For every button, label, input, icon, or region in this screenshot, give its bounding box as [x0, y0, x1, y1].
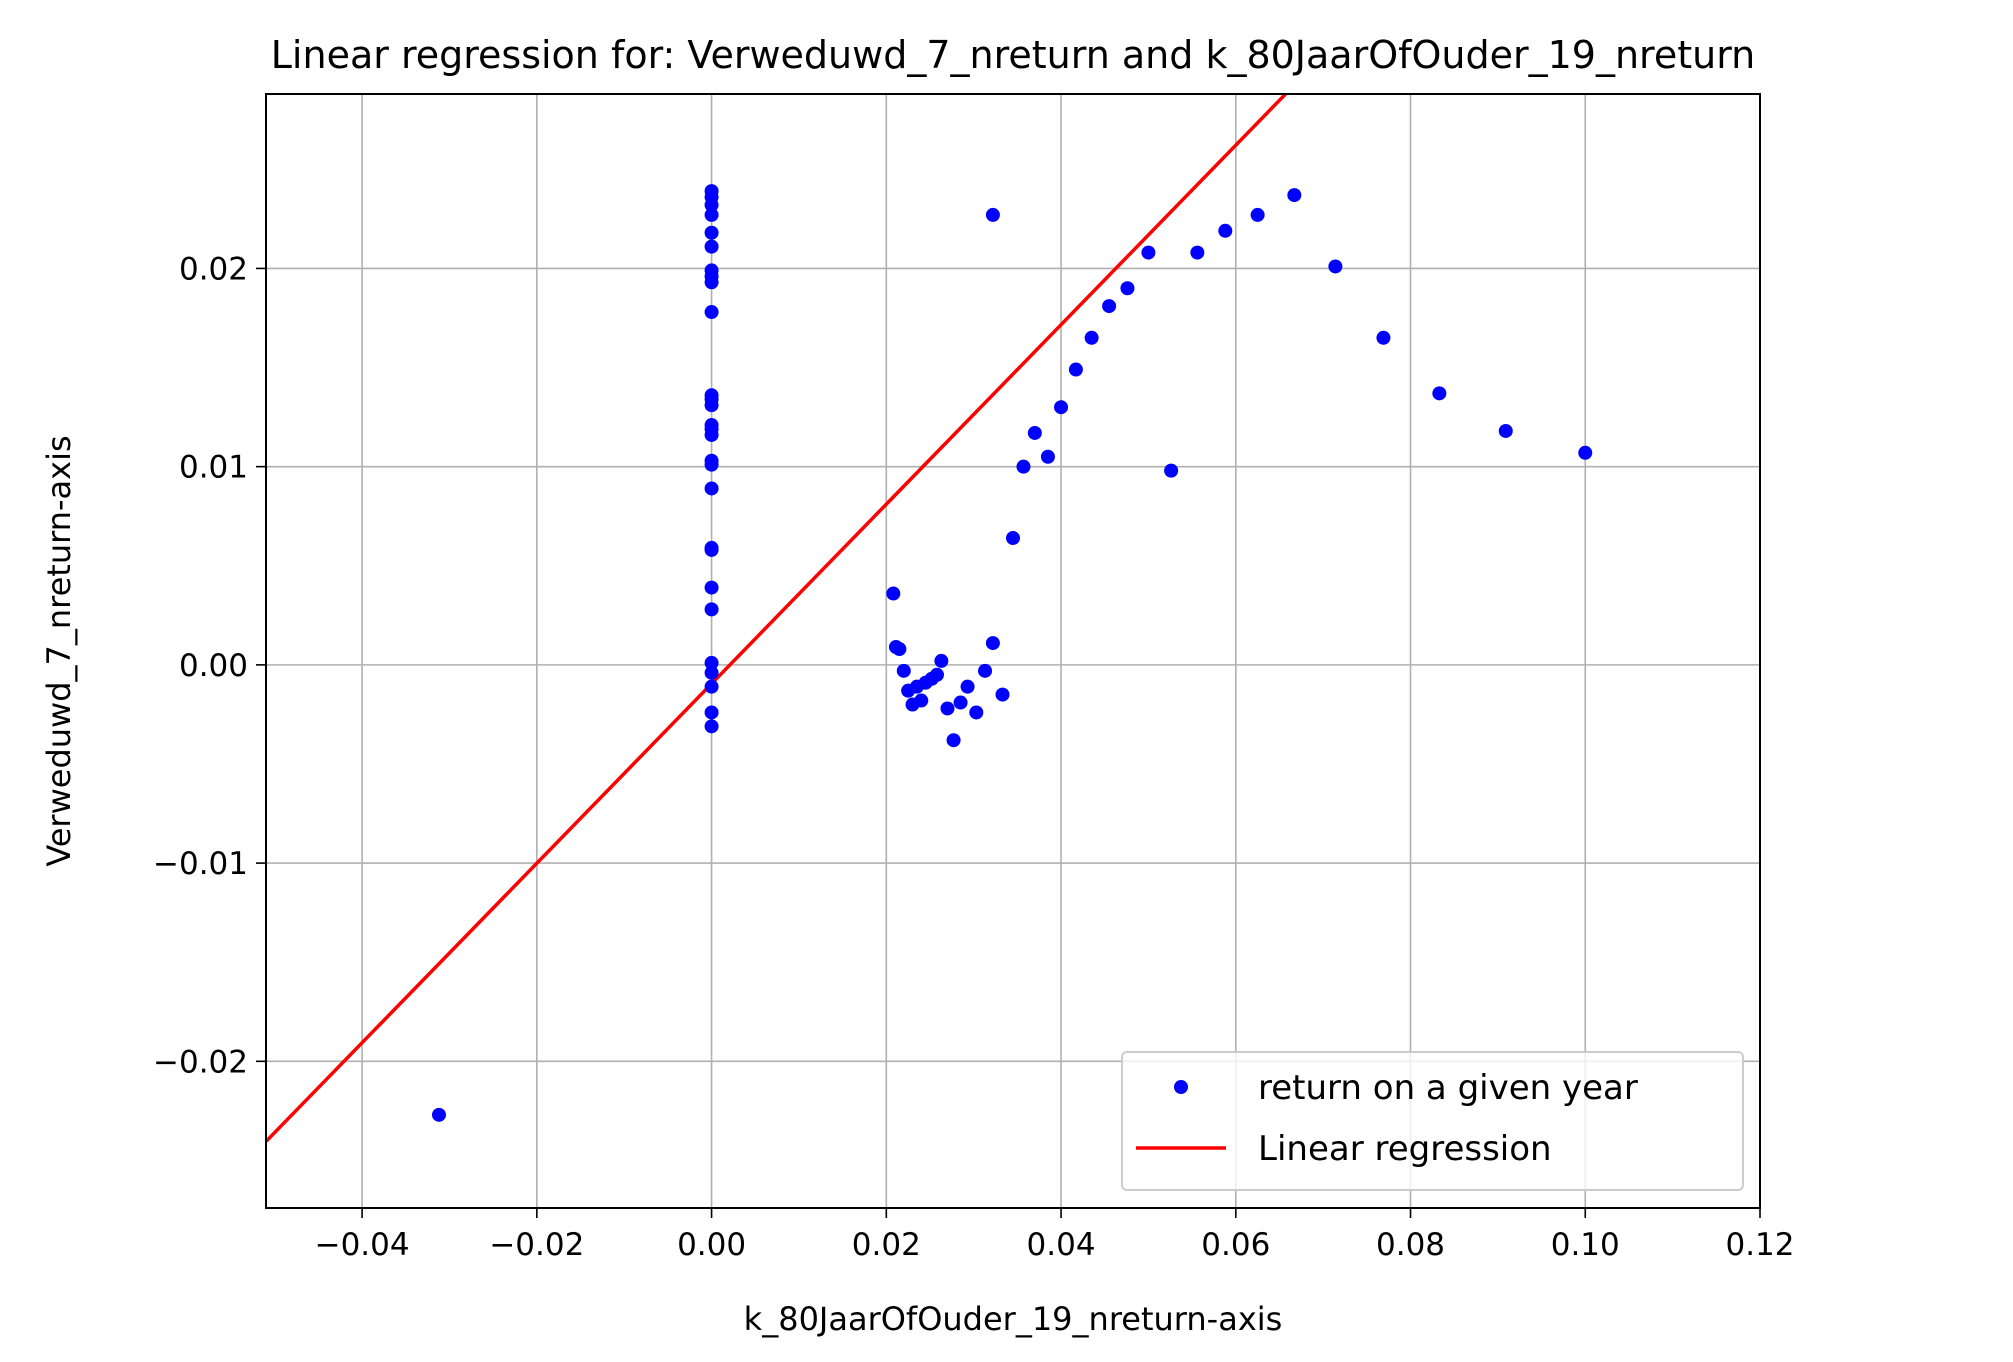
y-tick-label: 0.00: [179, 648, 248, 684]
scatter-point: [704, 679, 719, 694]
scatter-point: [1190, 245, 1205, 260]
scatter-point: [1328, 259, 1343, 274]
scatter-point: [969, 705, 984, 720]
legend-label-regression: Linear regression: [1258, 1129, 1552, 1169]
scatter-point: [1120, 281, 1135, 296]
scatter-point: [704, 665, 719, 680]
x-tick-label: 0.08: [1376, 1227, 1445, 1263]
scatter-point: [1054, 400, 1069, 415]
scatter-point: [896, 663, 911, 678]
scatter-points: [431, 184, 1593, 1122]
y-tick-label: 0.01: [179, 450, 248, 486]
scatter-point: [940, 701, 955, 716]
legend-label-scatter: return on a given year: [1258, 1068, 1638, 1108]
regression-line-group: [266, 94, 1289, 1143]
y-tick-label: −0.02: [153, 1044, 248, 1080]
scatter-point: [1040, 449, 1055, 464]
scatter-point: [934, 653, 949, 668]
scatter-point: [985, 207, 1000, 222]
x-tick-label: 0.02: [852, 1227, 921, 1263]
scatter-point: [704, 580, 719, 595]
plot-frame: [265, 93, 1761, 1209]
scatter-point: [704, 542, 719, 557]
scatter-point: [1218, 223, 1233, 238]
x-axis-label: k_80JaarOfOuder_19_nreturn-axis: [744, 1300, 1283, 1338]
scatter-point: [704, 481, 719, 496]
scatter-point: [1376, 330, 1391, 345]
x-tick-label: −0.02: [489, 1227, 584, 1263]
scatter-point: [704, 305, 719, 320]
scatter-point: [1164, 463, 1179, 478]
scatter-point: [1432, 386, 1447, 401]
scatter-point: [704, 602, 719, 617]
legend: return on a given year Linear regression: [1121, 1051, 1744, 1191]
scatter-point: [704, 198, 719, 213]
scatter-point: [704, 207, 719, 222]
x-axis-ticks: −0.04 −0.02 0.00 0.02 0.04 0.06 0.08 0.10 0.12: [315, 1208, 1795, 1263]
x-tick-label: 0.04: [1027, 1227, 1096, 1263]
scatter-point: [1250, 207, 1265, 222]
scatter-point: [1498, 423, 1513, 438]
y-axis-ticks: −0.02 −0.01 0.00 0.01 0.02: [153, 251, 266, 1080]
x-tick-label: 0.06: [1201, 1227, 1270, 1263]
scatter-point: [960, 679, 975, 694]
y-tick-label: 0.02: [179, 251, 248, 287]
scatter-point: [1141, 245, 1156, 260]
scatter-point: [1102, 299, 1117, 314]
x-tick-label: −0.04: [315, 1227, 410, 1263]
scatter-point: [978, 663, 993, 678]
x-tick-label: 0.00: [677, 1227, 746, 1263]
scatter-point: [704, 705, 719, 720]
scatter-point: [1016, 459, 1031, 474]
regression-line: [266, 94, 1289, 1143]
scatter-point: [1006, 531, 1020, 546]
scatter-point: [929, 667, 944, 682]
scatter-point: [704, 719, 719, 734]
scatter-point: [704, 239, 719, 254]
grid: [266, 94, 1761, 1208]
scatter-point: [1287, 188, 1302, 203]
legend-frame: [1121, 1051, 1744, 1191]
scatter-point: [704, 398, 719, 413]
scatter-point: [704, 427, 719, 442]
y-axis-label: Verweduwd_7_nreturn-axis: [40, 435, 78, 866]
scatter-point: [953, 695, 968, 710]
scatter-point: [704, 457, 719, 472]
scatter-point: [985, 636, 1000, 651]
chart-title: Linear regression for: Verweduwd_7_nretu…: [271, 33, 1755, 77]
scatter-point: [1084, 330, 1099, 345]
y-tick-label: −0.01: [153, 846, 248, 882]
plot-area: [266, 94, 1593, 1143]
scatter-point: [946, 733, 961, 748]
scatter-point: [1027, 425, 1042, 440]
x-tick-label: 0.12: [1725, 1227, 1794, 1263]
scatter-point: [704, 275, 719, 290]
scatter-point: [995, 687, 1010, 702]
x-tick-label: 0.10: [1551, 1227, 1620, 1263]
scatter-point: [892, 642, 907, 657]
scatter-point: [704, 225, 719, 240]
scatter-point: [914, 693, 929, 708]
scatter-point: [1068, 362, 1083, 377]
scatter-point: [1578, 445, 1593, 460]
scatter-point: [886, 586, 901, 601]
scatter-point: [431, 1107, 446, 1122]
legend-scatter-marker: [1174, 1080, 1188, 1094]
scatter-point: [704, 655, 719, 670]
